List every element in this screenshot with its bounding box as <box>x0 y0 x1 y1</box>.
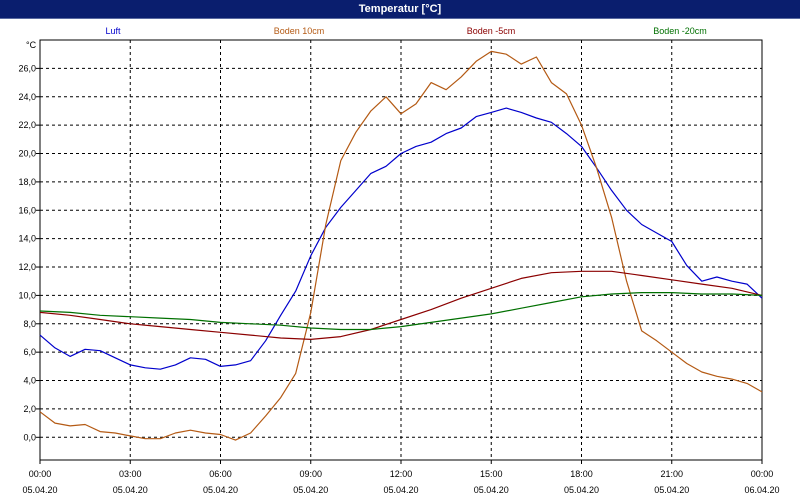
legend-entry-4: Boden -20cm <box>653 26 707 36</box>
x-tick-date: 05.04.20 <box>474 485 509 495</box>
legend: Luft Boden 10cm Boden -5cm Boden -20cm <box>105 26 706 36</box>
x-tick-time: 00:00 <box>29 469 52 479</box>
x-tick-date: 05.04.20 <box>654 485 689 495</box>
x-tick-date: 05.04.20 <box>383 485 418 495</box>
y-tick-label: 2,0 <box>23 404 36 414</box>
x-tick-time: 09:00 <box>299 469 322 479</box>
series-line-2 <box>39 50 763 441</box>
y-tick-label: 0,0 <box>23 432 36 442</box>
y-tick-label: 26,0 <box>18 63 36 73</box>
y-tick-label: 14,0 <box>18 234 36 244</box>
x-tick-date: 05.04.20 <box>22 485 57 495</box>
x-tick-date: 05.04.20 <box>564 485 599 495</box>
y-tick-label: 6,0 <box>23 347 36 357</box>
y-tick-label: 8,0 <box>23 319 36 329</box>
y-axis-unit: °C <box>26 40 37 50</box>
legend-entry-2: Boden 10cm <box>274 26 325 36</box>
y-tick-label: 4,0 <box>23 376 36 386</box>
x-tick-date: 06.04.20 <box>744 485 779 495</box>
x-tick-date: 05.04.20 <box>113 485 148 495</box>
y-tick-label: 24,0 <box>18 92 36 102</box>
series-line-1 <box>39 107 763 370</box>
y-tick-label: 22,0 <box>18 120 36 130</box>
legend-entry-1: Luft <box>105 26 121 36</box>
x-tick-time: 06:00 <box>209 469 232 479</box>
chart-title: Temperatur [°C] <box>0 0 800 19</box>
x-tick-time: 18:00 <box>570 469 593 479</box>
y-tick-label: 12,0 <box>18 262 36 272</box>
series-lines <box>39 50 763 441</box>
x-tick-date: 05.04.20 <box>293 485 328 495</box>
y-tick-label: 20,0 <box>18 149 36 159</box>
y-tick-label: 10,0 <box>18 290 36 300</box>
x-tick-date: 05.04.20 <box>203 485 238 495</box>
y-tick-label: 18,0 <box>18 177 36 187</box>
x-tick-time: 15:00 <box>480 469 503 479</box>
series-line-3 <box>39 270 763 340</box>
x-tick-time: 12:00 <box>390 469 413 479</box>
x-tick-time: 03:00 <box>119 469 142 479</box>
y-tick-label: 16,0 <box>18 205 36 215</box>
grid <box>40 40 762 460</box>
series-line-4 <box>39 292 763 331</box>
y-axis: °C 0,0 2,0 4,0 6,0 8,0 10,0 12,0 14,0 16,0 18,0 20… <box>18 40 40 442</box>
x-tick-time: 21:00 <box>660 469 683 479</box>
x-axis: 00:00 05.04.20 03:00 05.04.20 06:00 05.04.20 0… <box>22 460 780 495</box>
legend-entry-3: Boden -5cm <box>467 26 516 36</box>
x-tick-time: 00:00 <box>751 469 774 479</box>
